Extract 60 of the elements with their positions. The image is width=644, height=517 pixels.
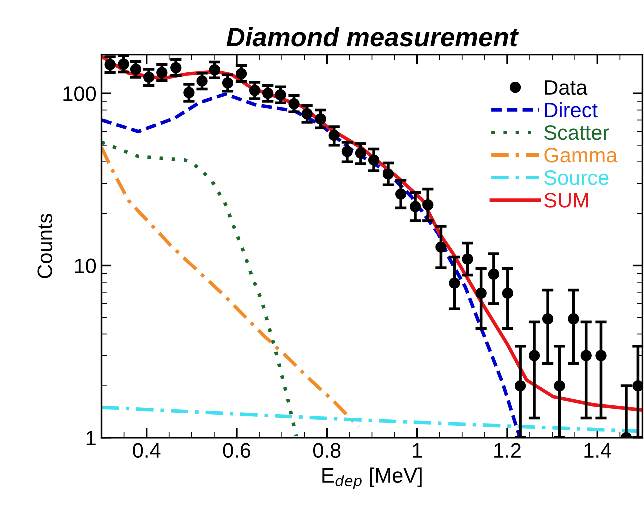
point bbox=[209, 64, 220, 76]
line-series bbox=[102, 146, 360, 429]
x-tick-label: 1.4 bbox=[584, 444, 612, 458]
point bbox=[542, 314, 554, 325]
legend-label: Gamma bbox=[544, 148, 618, 163]
point bbox=[328, 130, 340, 142]
point bbox=[222, 78, 234, 89]
point bbox=[554, 380, 566, 392]
point bbox=[514, 380, 526, 392]
point bbox=[342, 146, 353, 158]
point bbox=[184, 87, 195, 98]
point bbox=[410, 201, 422, 212]
x-tick-label: 1.2 bbox=[494, 443, 521, 458]
point bbox=[130, 64, 142, 76]
legend-label: SUM bbox=[544, 193, 588, 208]
y-axis-title: Counts bbox=[38, 214, 52, 278]
point bbox=[568, 314, 580, 325]
y-tick-label: 10 bbox=[75, 258, 96, 274]
point bbox=[462, 254, 474, 265]
point bbox=[632, 380, 643, 392]
chart-title: Diamond measurement bbox=[226, 27, 520, 47]
x-tick-label: 0.8 bbox=[313, 443, 341, 458]
point bbox=[144, 72, 155, 84]
point bbox=[580, 350, 592, 362]
x-tick-label: 1 bbox=[413, 444, 422, 458]
point bbox=[170, 62, 182, 74]
line-series bbox=[102, 140, 298, 438]
point bbox=[502, 288, 514, 300]
x-tick-label: 0.6 bbox=[223, 443, 251, 458]
point bbox=[436, 242, 447, 253]
point bbox=[288, 98, 300, 110]
point bbox=[422, 200, 434, 211]
point bbox=[396, 188, 407, 200]
point bbox=[156, 67, 168, 78]
point bbox=[104, 59, 116, 70]
legend-label: Scatter bbox=[544, 125, 610, 140]
point bbox=[196, 76, 208, 87]
point bbox=[236, 68, 248, 80]
line-series bbox=[102, 92, 522, 438]
point bbox=[476, 288, 487, 300]
x-axis-title: E$_{dep}$ [MeV] bbox=[322, 468, 422, 490]
legend-label: Direct bbox=[545, 102, 598, 118]
point bbox=[275, 90, 286, 101]
x-tick-label: 0.4 bbox=[133, 443, 161, 458]
y-tick-label: 1 bbox=[86, 431, 96, 446]
point bbox=[382, 168, 394, 180]
point bbox=[449, 278, 460, 289]
point bbox=[355, 148, 367, 159]
point bbox=[118, 58, 130, 70]
legend-label: Source bbox=[544, 170, 609, 186]
point bbox=[302, 108, 313, 120]
point bbox=[249, 85, 261, 96]
point bbox=[368, 154, 380, 166]
point bbox=[488, 268, 500, 280]
point bbox=[262, 88, 274, 100]
y-tick-label: 100 bbox=[64, 86, 96, 102]
point bbox=[528, 350, 540, 362]
point bbox=[596, 350, 607, 362]
legend-label: Data bbox=[545, 80, 588, 96]
point bbox=[315, 114, 326, 125]
